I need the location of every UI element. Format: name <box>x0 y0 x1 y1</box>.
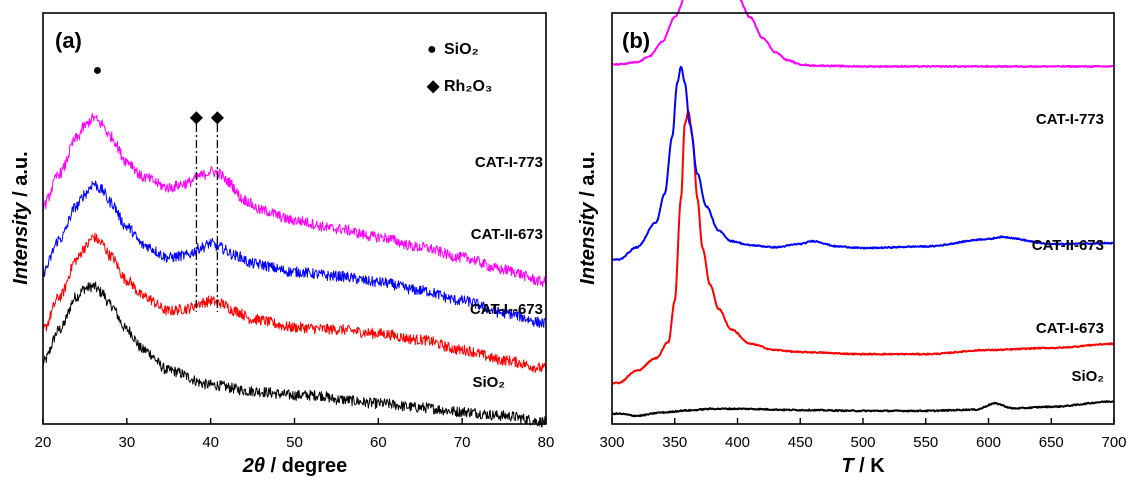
panel-b-curves <box>611 0 1115 418</box>
series-label-b-sio2: SiO₂ <box>1071 368 1104 385</box>
panel-a-xrd: ● ◆ ◆ 20 30 40 50 60 70 80 (a) ● SiO₂ ◆ Rh₂O₃ CA… <box>10 12 555 477</box>
panel-a-y-axis-title: Intensity / a.u. <box>10 151 32 284</box>
panel-b-x-ticks: 300 350 400 450 500 550 600 650 700 <box>599 418 1127 451</box>
b-series-line-cat-i-673 <box>611 110 1115 385</box>
b-x-tick-label: 600 <box>976 434 1001 451</box>
legend-entry-rh2o3: Rh₂O₃ <box>444 78 492 95</box>
panel-b-plot-frame <box>611 12 1115 425</box>
panel-b-y-axis-symbol: Intensity <box>577 202 599 285</box>
sio2-peak-marker: ● <box>93 62 103 79</box>
b-series-line-sio2 <box>611 400 1115 418</box>
b-series-line-cat-i-773 <box>611 0 1115 69</box>
series-label-b-cat-i-673: CAT-I-673 <box>1036 320 1104 337</box>
b-x-tick-label: 650 <box>1039 434 1064 451</box>
panel-b-x-axis-unit: K <box>870 455 885 477</box>
panel-b-series-labels: CAT-I-773 CAT-II-673 CAT-I-673 SiO₂ <box>1032 111 1104 385</box>
panel-b-label: (b) <box>622 28 650 53</box>
a-x-tick-label: 60 <box>370 434 387 451</box>
panel-b-tpr: 300 350 400 450 500 550 600 650 700 (b) CAT-I-77… <box>577 0 1127 477</box>
b-x-tick-label: 350 <box>662 434 687 451</box>
panel-a-curves <box>42 112 547 428</box>
a-x-tick-label: 80 <box>538 434 555 451</box>
panel-a-series-labels: CAT-I-773 CAT-II-673 CAT-I--673 SiO₂ <box>470 154 543 391</box>
panel-b-y-axis-title: Intensity / a.u. <box>577 151 599 284</box>
b-x-tick-label: 450 <box>788 434 813 451</box>
panel-b-x-axis-symbol: T <box>841 455 855 477</box>
b-series-line-cat-ii-673 <box>611 65 1115 261</box>
a-series-line-cat-i-673 <box>42 232 547 373</box>
a-x-tick-label: 70 <box>454 434 471 451</box>
a-series-line-cat-i-773 <box>42 112 547 288</box>
panel-a-x-axis-unit: degree <box>282 455 348 477</box>
series-label-b-cat-i-773: CAT-I-773 <box>1036 111 1104 128</box>
rh2o3-peak-marker: ◆ <box>189 109 203 126</box>
panel-b-y-axis-unit: a.u. <box>577 151 599 185</box>
panel-b-y-axis-separator: / <box>577 186 599 203</box>
legend-marker-sio2-symbol: ● <box>427 41 437 58</box>
panel-a-legend: ● SiO₂ ◆ Rh₂O₃ <box>426 41 492 95</box>
b-x-tick-label: 550 <box>913 434 938 451</box>
panel-b-x-axis-title: T / K <box>841 455 885 477</box>
a-x-tick-label: 30 <box>118 434 135 451</box>
b-x-tick-label: 700 <box>1101 434 1126 451</box>
a-x-tick-label: 50 <box>286 434 303 451</box>
series-label-a-cat-i-773: CAT-I-773 <box>475 154 543 171</box>
b-x-tick-label: 300 <box>599 434 624 451</box>
a-x-tick-label: 40 <box>202 434 219 451</box>
a-x-tick-label: 20 <box>35 434 52 451</box>
legend-entry-sio2: SiO₂ <box>444 41 479 58</box>
series-label-a-sio2: SiO₂ <box>472 374 505 391</box>
a-series-line-cat-ii-673 <box>42 180 547 329</box>
series-label-a-cat-i-673: CAT-I--673 <box>470 301 543 318</box>
panel-a-reference-lines <box>195 124 219 312</box>
panel-a-x-axis-title: 2θ / degree <box>242 455 348 477</box>
b-x-tick-label: 400 <box>725 434 750 451</box>
legend-marker-rh2o3-symbol: ◆ <box>426 78 440 95</box>
series-label-b-cat-ii-673: CAT-II-673 <box>1032 237 1104 254</box>
rh2o3-peak-marker: ◆ <box>210 109 224 126</box>
panel-a-x-axis-separator: / <box>265 455 282 477</box>
panel-b-x-axis-separator: / <box>854 455 871 477</box>
panel-a-label: (a) <box>55 28 82 53</box>
panel-a-peak-markers: ● ◆ ◆ <box>93 62 225 126</box>
panel-a-x-axis-symbol: 2θ <box>242 455 265 477</box>
panel-a-x-ticks: 20 30 40 50 60 70 80 <box>35 418 555 451</box>
a-series-line-sio2 <box>42 281 547 428</box>
panel-a-y-axis-symbol: Intensity <box>10 202 32 285</box>
panel-a-y-axis-separator: / <box>10 186 32 203</box>
panel-a-y-axis-unit: a.u. <box>10 151 32 185</box>
series-label-a-cat-ii-673: CAT-II-673 <box>471 226 543 243</box>
b-x-tick-label: 500 <box>850 434 875 451</box>
